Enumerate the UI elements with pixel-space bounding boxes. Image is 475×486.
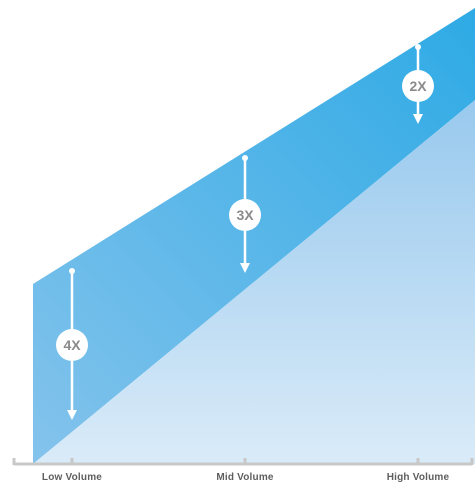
multiplier-badge bbox=[56, 329, 88, 361]
x-tick-label: Low Volume bbox=[41, 472, 103, 483]
multiplier-marker: 4X bbox=[56, 268, 88, 420]
multiplier-label: 4X bbox=[63, 337, 81, 353]
arrow-down-icon bbox=[413, 114, 423, 124]
lower-band-area bbox=[33, 100, 475, 464]
x-tick-label: High Volume bbox=[386, 472, 450, 483]
multiplier-start-dot bbox=[242, 155, 248, 161]
multiplier-start-dot bbox=[69, 268, 75, 274]
arrow-down-icon bbox=[67, 410, 77, 420]
multiplier-label: 2X bbox=[409, 78, 427, 94]
multiplier-badge bbox=[402, 70, 434, 102]
upper-band-area bbox=[33, 8, 475, 464]
multiplier-start-dot bbox=[415, 44, 421, 50]
x-tick-label: Mid Volume bbox=[216, 472, 274, 483]
multiplier-marker: 2X bbox=[402, 44, 434, 124]
arrow-down-icon bbox=[240, 263, 250, 273]
multiplier-label: 3X bbox=[236, 207, 254, 223]
multiplier-badge bbox=[229, 199, 261, 231]
multiplier-marker: 3X bbox=[229, 155, 261, 273]
